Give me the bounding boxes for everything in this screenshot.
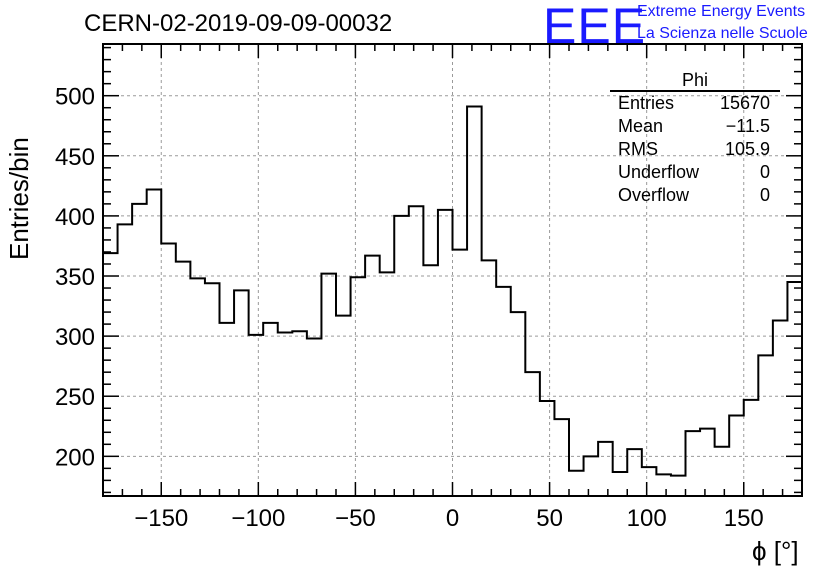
stats-label: Overflow (618, 185, 690, 205)
x-tick-label: 150 (724, 505, 764, 532)
x-axis-label: ϕ [°] (752, 536, 799, 566)
stats-value: 0 (759, 162, 770, 182)
y-tick-label: 350 (55, 264, 95, 291)
y-tick-label: 250 (55, 384, 95, 411)
stats-row-entries: Entries 15670 (610, 92, 780, 115)
logo-line-2: La Scienza nelle Scuole (637, 25, 808, 42)
stats-label: Underflow (618, 162, 700, 182)
y-axis-label: Entries/bin (4, 137, 34, 260)
stats-value: 15670 (719, 93, 770, 113)
stats-row-mean: Mean −11.5 (610, 115, 780, 138)
x-tick-label: 100 (627, 505, 667, 532)
y-tick-label: 500 (55, 84, 95, 111)
y-tick-label: 300 (55, 324, 95, 351)
stats-value: 105.9 (724, 139, 770, 159)
stats-row-rms: RMS 105.9 (610, 138, 780, 161)
x-tick-label: −100 (231, 505, 285, 532)
x-tick-label: −50 (335, 505, 376, 532)
y-tick-labels: 200 250 300 350 400 450 500 (55, 84, 95, 472)
stats-value: 0 (759, 185, 770, 205)
y-tick-label: 450 (55, 144, 95, 171)
x-tick-label: 0 (446, 505, 459, 532)
stats-row-underflow: Underflow 0 (610, 161, 780, 184)
logo-line-1: Extreme Energy Events (637, 3, 806, 20)
stats-label: Mean (618, 116, 664, 136)
eee-logo: EEE (543, 0, 647, 54)
stats-value: −11.5 (725, 116, 770, 136)
plot-frame (102, 43, 803, 497)
stats-label: RMS (618, 139, 658, 159)
axis-ticks (102, 44, 803, 496)
phi-histogram-series (103, 105, 803, 477)
run-title: CERN-02-2019-09-09-00032 (84, 10, 393, 37)
stats-title: Phi (610, 70, 780, 92)
stats-box: Phi Entries 15670 Mean −11.5 RMS 105.9 Unde… (610, 70, 780, 207)
stats-label: Entries (618, 93, 675, 113)
x-tick-labels: −150 −100 −50 0 50 100 150 (134, 505, 764, 532)
y-tick-label: 200 (55, 444, 95, 471)
y-tick-label: 400 (55, 204, 95, 231)
x-tick-label: 50 (536, 505, 563, 532)
x-tick-label: −150 (134, 505, 188, 532)
stats-row-overflow: Overflow 0 (610, 184, 780, 207)
